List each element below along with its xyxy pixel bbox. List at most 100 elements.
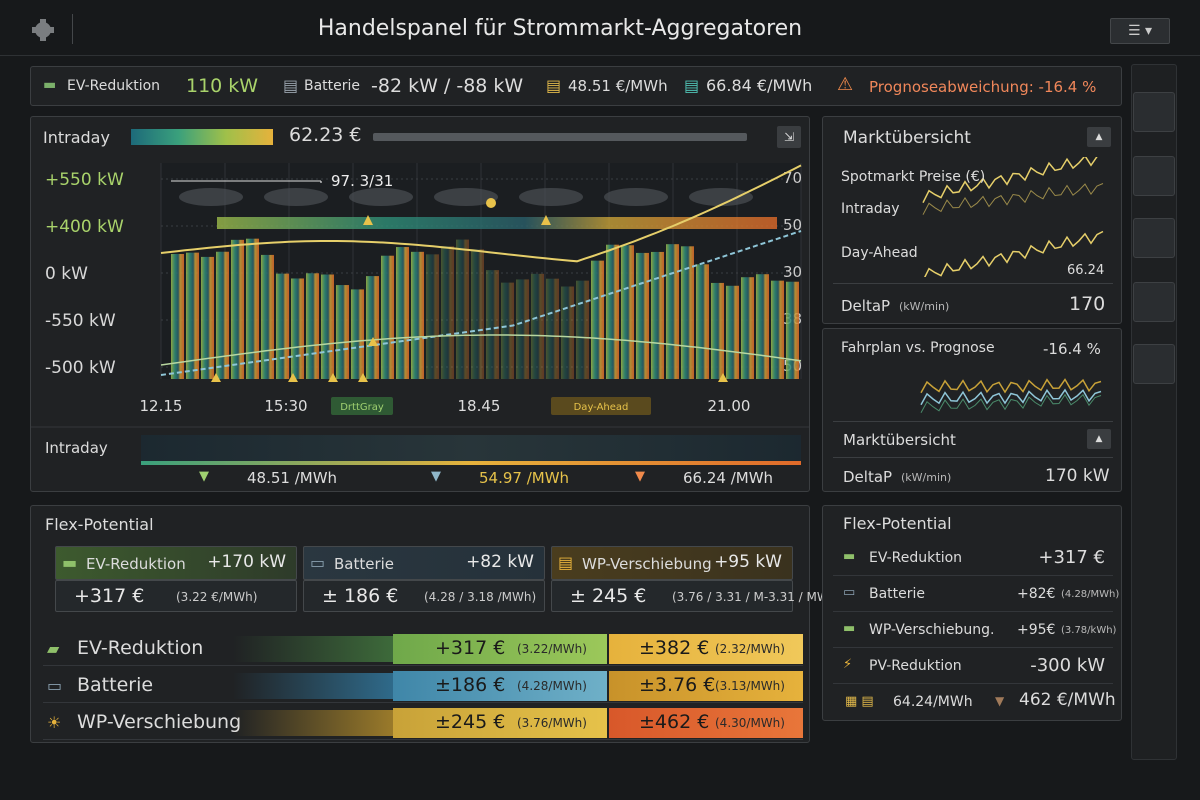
- card-value: +317 €: [74, 585, 145, 607]
- sidebar-cloud-button[interactable]: [1133, 218, 1175, 258]
- day-ahead-line: [160, 230, 802, 376]
- cell-detail: (4.28/MWh): [517, 679, 587, 693]
- card-name: WP-Verschiebung: [582, 555, 712, 573]
- price-gradient: [131, 129, 273, 145]
- footer-icon: ▦ ▤: [845, 694, 874, 709]
- row-icon: ▬: [843, 549, 856, 564]
- delta-value: 170 kW: [1045, 466, 1110, 486]
- market-label: Day-Ahead: [841, 245, 918, 261]
- bar: [186, 252, 199, 379]
- row-icon: ▰: [47, 639, 60, 658]
- delta-unit: (kW/min): [901, 471, 952, 484]
- bar: [426, 254, 439, 379]
- bar: [606, 244, 619, 379]
- bar: [246, 238, 259, 379]
- bar: [786, 281, 799, 379]
- card-icon: ▭: [310, 553, 326, 572]
- row-name: WP-Verschiebung: [77, 711, 242, 733]
- bar: [516, 279, 529, 379]
- panel-title: Marktübersicht: [843, 431, 956, 449]
- card-value: ± 245 €: [570, 585, 647, 607]
- strip-price: 48.51 /MWh: [247, 469, 338, 487]
- warning-text: Prognoseabweichung: -16.4 %: [869, 78, 1097, 96]
- slider[interactable]: [373, 133, 747, 141]
- sidebar-bars-button[interactable]: [1133, 156, 1175, 196]
- bar: [711, 282, 724, 379]
- row-name: EV-Reduktion: [869, 550, 963, 566]
- side-row: ▭ Batterie +82€ (4.28/MWh): [833, 578, 1119, 612]
- cloud: [434, 188, 498, 206]
- badge-label: DrttGray: [340, 402, 384, 413]
- flex-row: ▭ Batterie ±186 € (4.28/MWh) ±3.76 € (3.13/MW…: [43, 669, 803, 703]
- row-cell: ±462 € (4.30/MWh): [609, 708, 803, 738]
- collapse-button[interactable]: ▲: [1087, 429, 1111, 449]
- intraday-line: [160, 164, 802, 263]
- status-value: 48.51 €/MWh: [568, 77, 668, 95]
- cell-detail: (3.13/MWh): [715, 679, 785, 693]
- delta-label: DeltaP: [843, 468, 893, 486]
- bar: [201, 256, 214, 379]
- header-title: Handelspanel für Strommarkt-Aggregatoren: [317, 16, 803, 41]
- sidebar-stack-button[interactable]: [1133, 344, 1175, 384]
- market-panel: Marktübersicht ▲ Spotmarkt Preise (€) In…: [822, 116, 1122, 324]
- bar: [651, 251, 664, 379]
- cloud: [519, 188, 583, 206]
- marker: [718, 373, 728, 382]
- delta-label: DeltaP: [841, 297, 891, 315]
- row-detail: (4.28/MWh): [1061, 589, 1120, 600]
- logo: [32, 19, 54, 41]
- flex-card-value: ± 245 € (3.76 / 3.31 / M-3.31 / MWh): [551, 580, 841, 612]
- row-name: WP-Verschiebung.: [869, 622, 995, 638]
- bar: [441, 246, 454, 379]
- marker: [368, 337, 378, 346]
- footer-value: 64.24/MWh: [893, 694, 973, 710]
- row-cell: ±382 € (2.32/MWh): [609, 634, 803, 664]
- card-power: +95 kW: [714, 552, 782, 572]
- bar: [666, 244, 679, 379]
- expand-button[interactable]: ⇲: [777, 126, 801, 148]
- panel-title: Marktübersicht: [843, 128, 971, 148]
- bar: [726, 285, 739, 379]
- warning-icon: ⚠: [837, 74, 854, 95]
- cell-detail: (2.32/MWh): [715, 642, 785, 656]
- bar: [171, 254, 184, 379]
- battery-icon: ▤: [283, 76, 299, 95]
- panel-title: Flex-Potential: [843, 514, 952, 533]
- card-power: +170 kW: [207, 552, 286, 572]
- row-fade: [233, 710, 393, 736]
- marker: [363, 215, 373, 225]
- footer-value: 462 €/MWh: [1019, 690, 1116, 710]
- bar: [486, 270, 499, 379]
- weather-band: [141, 461, 801, 465]
- marker: [288, 373, 298, 382]
- flex-side-panel: Flex-Potential ▦ ▤ 64.24/MWh ▼ 462 €/MWh…: [822, 505, 1122, 721]
- forecast-strip: [217, 217, 777, 229]
- plan-value: -16.4 %: [1043, 340, 1101, 358]
- cell-value: ±186 €: [435, 674, 506, 696]
- sparkline: [920, 388, 1102, 406]
- divider: [833, 283, 1113, 284]
- card-detail: (3.22 €/MWh): [176, 590, 258, 604]
- sidebar-chart-button[interactable]: [1133, 92, 1175, 132]
- card-power: +82 kW: [466, 552, 534, 572]
- row-icon: ▭: [843, 585, 856, 600]
- plan-sparkline: [920, 378, 1102, 413]
- sparkline: [924, 230, 1104, 277]
- panel-title: Intraday: [43, 128, 110, 147]
- collapse-button[interactable]: ▲: [1087, 127, 1111, 147]
- card-icon: ▬: [62, 553, 78, 572]
- bar: [546, 278, 559, 379]
- menu-button[interactable]: ☰ ▾: [1110, 18, 1170, 44]
- bar: [756, 274, 769, 379]
- row-value: +317 €: [1038, 547, 1105, 568]
- status-label: Batterie: [304, 78, 361, 94]
- status-value: 66.84 €/MWh: [706, 76, 813, 95]
- price-icon: ▤: [546, 76, 562, 95]
- sidebar-rocket-button[interactable]: [1133, 282, 1175, 322]
- ev-icon: ▬: [43, 77, 57, 93]
- sparkline: [922, 157, 1098, 204]
- row-name: Batterie: [77, 674, 154, 696]
- cell-detail: (4.30/MWh): [715, 716, 785, 730]
- cloud: [604, 188, 668, 206]
